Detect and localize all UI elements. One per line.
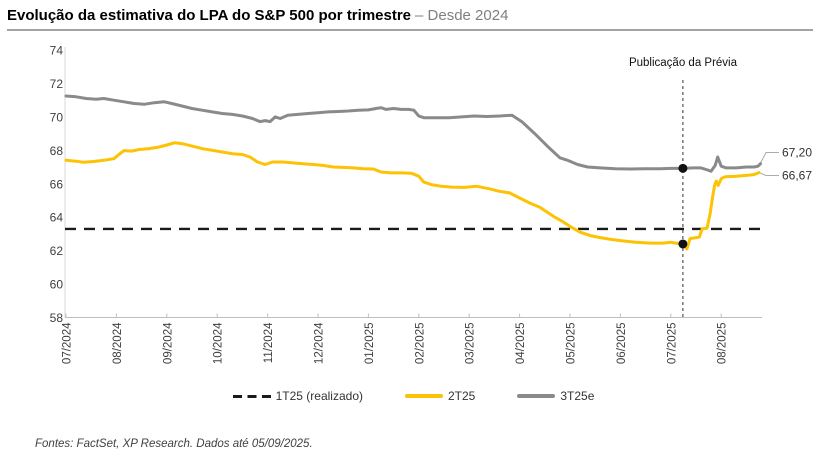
y-tick-label: 70 [50, 110, 64, 124]
legend-item-3t25e: 3T25e [517, 389, 594, 403]
x-tick-label: 07/2025 [666, 323, 678, 365]
x-tick-label: 08/2025 [717, 323, 729, 365]
legend-label-2t25: 2T25 [447, 389, 476, 403]
yellow-end-connector [758, 172, 779, 176]
y-tick-label: 64 [50, 211, 64, 225]
x-tick-label: 08/2024 [112, 322, 124, 364]
legend: 1T25 (realizado) 2T25 3T25e [0, 389, 827, 403]
legend-item-1t25: 1T25 (realizado) [232, 389, 363, 403]
y-tick-label: 58 [50, 311, 64, 325]
source-note: Fontes: FactSet, XP Research. Dados até … [35, 438, 313, 450]
x-tick-label: 06/2025 [616, 323, 628, 365]
dashed-line-swatch-icon [232, 394, 271, 398]
x-tick-label: 12/2024 [314, 322, 326, 364]
legend-label-3t25e: 3T25e [560, 389, 595, 403]
page-title-suffix: – Desde 2024 [415, 7, 509, 24]
event-marker-dot [678, 239, 688, 249]
title-divider [7, 29, 813, 31]
yellow-end-value: 66,67 [782, 169, 812, 183]
x-tick-label: 05/2025 [566, 323, 578, 365]
gray-end-value: 67,20 [782, 146, 812, 160]
event-marker-dot [678, 163, 688, 173]
x-tick-label: 03/2025 [465, 323, 477, 365]
page-title-main: Evolução da estimativa do LPA do S&P 500… [7, 7, 412, 24]
x-tick-label: 07/2024 [62, 322, 74, 364]
yellow-line-swatch-icon [404, 394, 443, 398]
y-tick-label: 66 [50, 177, 64, 191]
y-tick-label: 72 [50, 77, 64, 91]
gray-line-swatch-icon [517, 394, 556, 398]
page-title: Evolução da estimativa do LPA do S&P 500… [7, 6, 508, 26]
gray-end-connector [759, 152, 779, 165]
x-tick-label: 09/2024 [162, 322, 174, 364]
x-tick-label: 02/2025 [414, 323, 426, 365]
series-3t25e-line [64, 94, 762, 173]
series-2t25-line [64, 141, 761, 251]
x-tick-label: 04/2025 [515, 323, 527, 365]
annotation-label: Publicação da Prévia [629, 57, 738, 69]
y-tick-label: 68 [50, 144, 64, 158]
legend-item-2t25: 2T25 [404, 389, 476, 403]
y-tick-label: 60 [50, 278, 64, 292]
y-tick-label: 62 [50, 244, 64, 258]
x-tick-label: 10/2024 [213, 322, 225, 364]
legend-label-1t25: 1T25 (realizado) [275, 389, 363, 403]
x-tick-label: 11/2024 [263, 322, 275, 363]
y-tick-label: 74 [50, 44, 64, 58]
x-tick-label: 01/2025 [364, 323, 376, 365]
